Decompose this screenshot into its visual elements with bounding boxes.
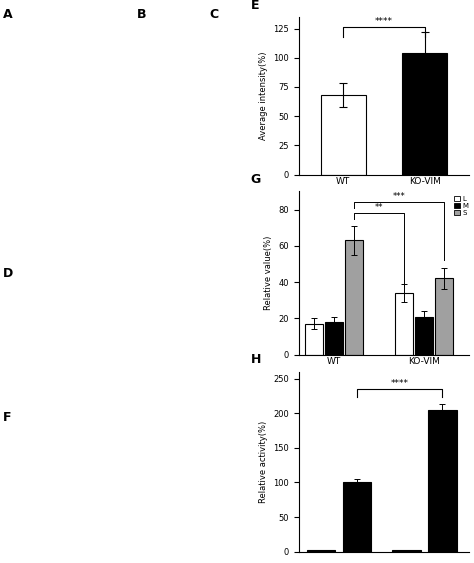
Text: F: F — [3, 411, 11, 424]
Text: C: C — [209, 8, 218, 21]
Text: ****: **** — [375, 17, 393, 26]
Bar — [321, 95, 365, 175]
Text: ***: *** — [392, 193, 405, 202]
Text: A: A — [3, 8, 13, 21]
Text: B: B — [137, 8, 147, 21]
Bar — [325, 322, 343, 355]
Y-axis label: Average intensity(%): Average intensity(%) — [259, 51, 268, 140]
Bar — [307, 551, 336, 552]
Text: H: H — [251, 352, 261, 365]
Y-axis label: Relative activity(%): Relative activity(%) — [259, 421, 268, 503]
Bar — [415, 316, 433, 355]
Bar — [345, 240, 363, 355]
Text: D: D — [3, 267, 13, 280]
Bar — [392, 551, 421, 552]
Text: E: E — [251, 0, 259, 12]
Bar — [343, 482, 371, 552]
Bar — [305, 324, 323, 355]
Bar — [435, 279, 453, 355]
Y-axis label: Relative value(%): Relative value(%) — [264, 236, 273, 310]
Bar — [395, 293, 413, 355]
Text: ****: **** — [391, 378, 409, 387]
Bar — [428, 410, 456, 552]
Legend: L, M, S: L, M, S — [454, 195, 469, 217]
Text: G: G — [251, 173, 261, 186]
Text: **: ** — [374, 203, 383, 212]
Bar — [402, 53, 447, 175]
